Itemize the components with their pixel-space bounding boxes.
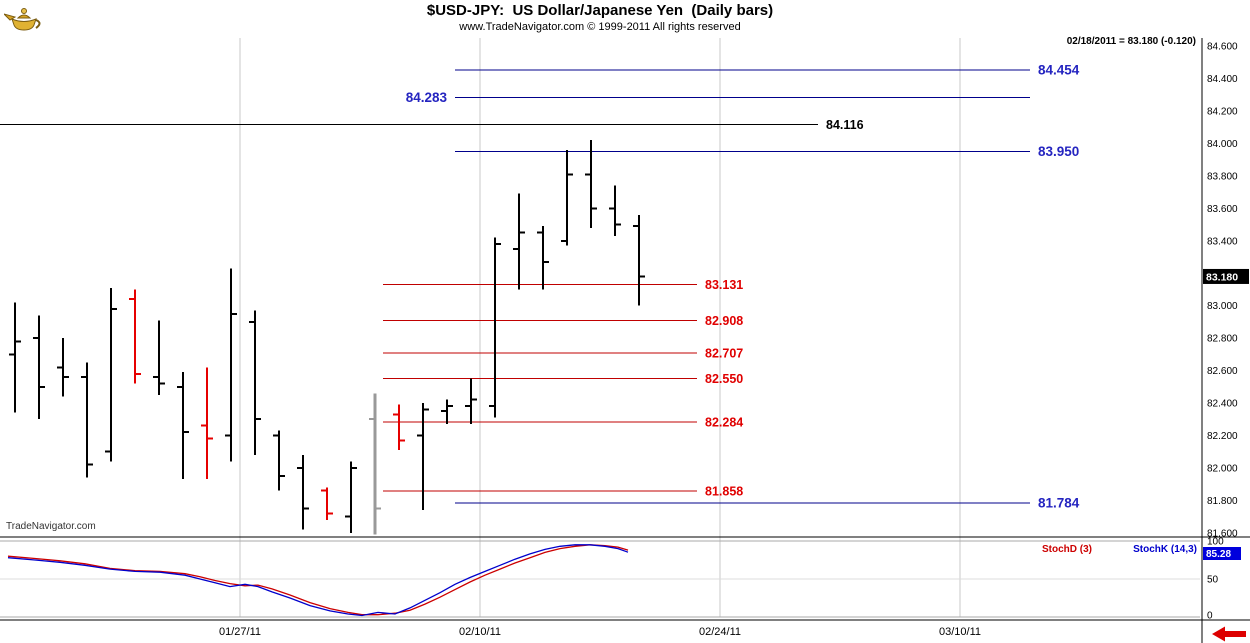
lamp-lid	[16, 14, 32, 19]
stoch-line-k	[7, 544, 629, 617]
level-label: 83.131	[705, 278, 743, 292]
price-axis-label: 82.800	[1207, 334, 1238, 345]
lamp-spout	[4, 13, 17, 21]
stoch-axis-label: 0	[1207, 611, 1213, 622]
level-label: 83.950	[1038, 144, 1079, 159]
level-label: 84.454	[1038, 62, 1080, 77]
date-axis-label: 02/10/11	[459, 626, 501, 638]
lamp-body	[11, 18, 37, 31]
lamp-finial	[21, 8, 27, 14]
price-axis-label: 81.600	[1207, 528, 1238, 539]
last-quote-readout: 02/18/2011 = 83.180 (-0.120)	[1066, 36, 1196, 47]
stoch-axis-label: 50	[1207, 575, 1219, 586]
stochk-legend-label[interactable]: StochK (14,3)	[1133, 544, 1197, 555]
date-axis-label: 03/10/11	[939, 626, 981, 638]
price-axis-label: 83.600	[1207, 204, 1238, 215]
date-axis-label: 01/27/11	[219, 626, 261, 638]
level-label: 81.858	[705, 484, 743, 498]
price-axis-label: 83.800	[1207, 171, 1238, 182]
genie-lamp-logo[interactable]	[4, 1, 44, 33]
copyright-text: www.TradeNavigator.com © 1999-2011 All r…	[459, 21, 741, 33]
level-label: 82.284	[705, 415, 743, 429]
stoch-line-d	[7, 544, 629, 616]
stoch-value-tag	[1203, 547, 1241, 560]
chart-title: $USD-JPY: US Dollar/Japanese Yen (Daily …	[426, 2, 774, 19]
stochd-legend-label[interactable]: StochD (3)	[1042, 544, 1092, 555]
price-axis-label: 82.600	[1207, 366, 1238, 377]
price-axis-label: 82.400	[1207, 398, 1238, 409]
scroll-left-arrow-icon[interactable]	[1212, 626, 1246, 642]
price-axis-label: 82.200	[1207, 431, 1238, 442]
watermark-text: TradeNavigator.com	[6, 521, 96, 532]
level-label: 82.707	[705, 347, 743, 361]
price-axis-label: 84.200	[1207, 106, 1238, 117]
stoch-axis-label: 100	[1207, 537, 1224, 548]
last-price-tag-text: 83.180	[1206, 271, 1238, 283]
price-axis-label: 84.400	[1207, 74, 1238, 85]
price-axis-label: 83.000	[1207, 301, 1238, 312]
level-label: 81.784	[1038, 495, 1080, 510]
level-label: 82.550	[705, 372, 743, 386]
date-axis-label: 02/24/11	[699, 626, 741, 638]
price-axis-label: 82.000	[1207, 463, 1238, 474]
price-axis-label: 83.400	[1207, 236, 1238, 247]
price-axis-label: 84.600	[1207, 42, 1238, 53]
level-label: 82.908	[705, 314, 743, 328]
stoch-value-tag-text: 85.28	[1206, 549, 1231, 560]
last-price-tag	[1203, 268, 1249, 284]
level-label: 84.283	[406, 90, 448, 105]
price-axis-label: 84.000	[1207, 139, 1238, 150]
level-label: 84.116	[826, 118, 864, 132]
lamp-handle	[35, 19, 41, 29]
price-axis-label: 81.800	[1207, 496, 1238, 507]
